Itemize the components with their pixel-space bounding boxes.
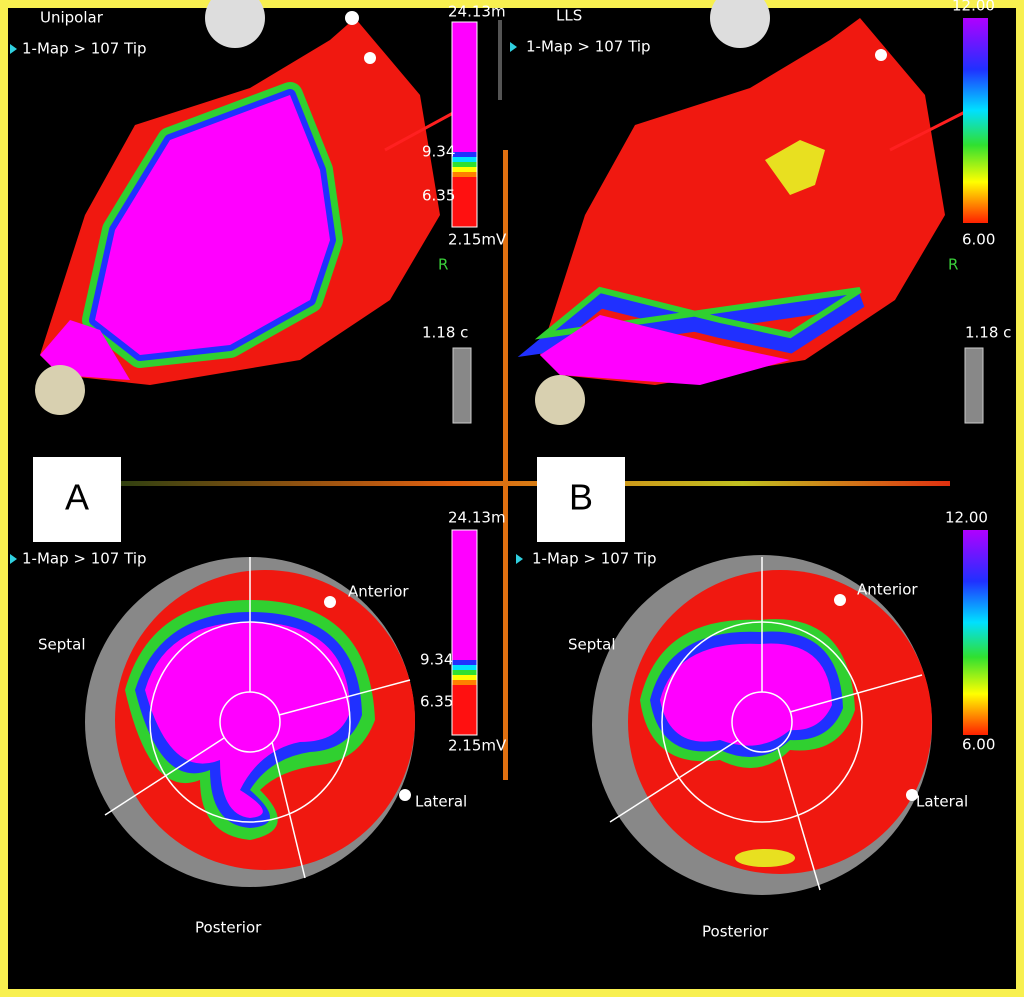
map-3d-a xyxy=(35,0,472,424)
segment-label: Lateral xyxy=(916,793,968,811)
scale-label: 6.35 xyxy=(422,187,455,205)
shape xyxy=(540,315,790,385)
shape xyxy=(834,594,846,606)
shape xyxy=(364,52,376,64)
shape xyxy=(710,0,770,48)
bullseye-a xyxy=(85,557,415,887)
shape xyxy=(609,739,739,823)
label-box-b xyxy=(537,457,625,542)
shape xyxy=(278,679,411,716)
scale-label: 2.15mV xyxy=(448,231,507,249)
shape xyxy=(271,741,306,879)
orientation-label: R xyxy=(948,256,958,274)
panel-title: Unipolar xyxy=(40,9,104,27)
shape xyxy=(889,110,966,152)
segment-label: Lateral xyxy=(415,793,467,811)
shape xyxy=(875,49,887,61)
scale-label: 6.35 xyxy=(420,693,453,711)
shape xyxy=(399,789,411,801)
segment-label: Posterior xyxy=(195,919,262,937)
scale-label: 6.00 xyxy=(962,231,995,249)
shape xyxy=(104,737,225,816)
scale-label: 9.34 xyxy=(422,143,455,161)
shape xyxy=(384,110,456,152)
horizontal-divider xyxy=(120,481,950,486)
scale-label: 9.34 xyxy=(420,651,453,669)
panel-title: LLS xyxy=(556,7,582,25)
shape xyxy=(40,320,130,380)
figure-label: B xyxy=(569,477,593,518)
shape xyxy=(789,674,923,713)
shape xyxy=(205,0,265,48)
segment-label: Septal xyxy=(38,636,86,654)
shape xyxy=(10,44,17,54)
color-bar-a-top xyxy=(451,21,478,228)
shape xyxy=(964,347,984,424)
shape xyxy=(35,365,85,415)
label-box-a xyxy=(33,457,121,542)
shape xyxy=(95,95,330,355)
ruler-label: 1.18 c xyxy=(965,324,1011,342)
vertical-divider xyxy=(503,150,508,780)
map-label: 1-Map > 107 Tip xyxy=(22,550,147,568)
color-bar-a-bottom xyxy=(451,529,478,736)
ruler-label: 1.18 c xyxy=(422,324,468,342)
scroll-divider xyxy=(498,20,502,100)
shape xyxy=(324,596,336,608)
shape xyxy=(535,375,585,425)
scale-label: 24.13m xyxy=(448,3,506,21)
shape xyxy=(777,747,821,891)
color-bar-b-top xyxy=(963,18,988,223)
color-bar-b-bottom xyxy=(963,530,988,735)
map-markers xyxy=(10,42,523,564)
shape xyxy=(609,557,923,891)
shape xyxy=(517,291,865,357)
bullseye-b xyxy=(592,555,932,895)
scale-label: 24.13m xyxy=(448,509,506,527)
segment-label: Anterior xyxy=(348,583,409,601)
shape xyxy=(145,622,350,818)
shape xyxy=(104,557,411,879)
scale-label: 6.00 xyxy=(962,736,995,754)
segment-label: Posterior xyxy=(702,923,769,941)
map-label: 1-Map > 107 Tip xyxy=(526,38,651,56)
map-3d-b xyxy=(517,0,984,425)
scale-label: 2.15mV xyxy=(448,737,507,755)
shape xyxy=(452,347,472,424)
map-label: 1-Map > 107 Tip xyxy=(22,40,147,58)
figure-label: A xyxy=(65,477,89,518)
shape xyxy=(735,849,795,867)
shape xyxy=(765,140,825,195)
segment-label: Anterior xyxy=(857,581,918,599)
scale-label: 12.00 xyxy=(945,509,988,527)
shape xyxy=(906,789,918,801)
segment-label: Septal xyxy=(568,636,616,654)
shape xyxy=(510,42,517,52)
map-label: 1-Map > 107 Tip xyxy=(532,550,657,568)
shape xyxy=(660,643,832,746)
shape xyxy=(10,554,17,564)
scale-label: 12.00 xyxy=(952,0,995,15)
shape xyxy=(516,554,523,564)
shape xyxy=(345,11,359,25)
shape xyxy=(534,286,862,340)
orientation-label: R xyxy=(438,256,448,274)
